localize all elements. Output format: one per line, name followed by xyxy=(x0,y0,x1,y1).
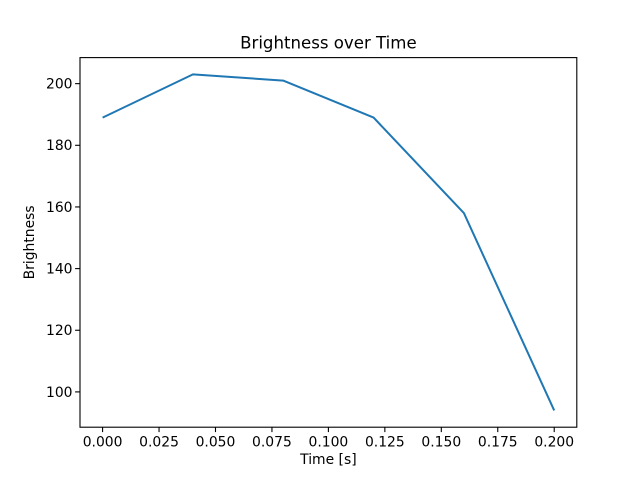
brightness-line xyxy=(102,73,556,411)
y-tick-label: 180 xyxy=(46,138,73,154)
y-axis-ticks: 100 120 140 160 180 200 xyxy=(46,77,80,401)
axes-frame xyxy=(79,57,578,428)
x-axis-label: Time [s] xyxy=(299,452,357,468)
plot-area-border xyxy=(79,57,578,428)
x-tick-label: 0.150 xyxy=(421,434,461,450)
x-tick-label: 0.100 xyxy=(309,434,349,450)
x-axis-ticks: 0.000 0.025 0.050 0.075 0.100 0.125 0.150 0.175… xyxy=(83,427,574,450)
x-tick-label: 0.200 xyxy=(534,434,574,450)
y-tick-label: 120 xyxy=(46,323,73,339)
chart-title: Brightness over Time xyxy=(240,34,417,53)
x-tick-label: 0.075 xyxy=(252,434,292,450)
data-series xyxy=(102,73,556,411)
x-tick-label: 0.050 xyxy=(196,434,236,450)
x-tick-label: 0.125 xyxy=(365,434,405,450)
x-tick-label: 0.000 xyxy=(83,434,123,450)
y-axis-label: Brightness xyxy=(22,205,38,279)
x-tick-label: 0.025 xyxy=(139,434,179,450)
y-tick-label: 200 xyxy=(46,77,73,93)
x-tick-label: 0.175 xyxy=(478,434,518,450)
y-tick-label: 100 xyxy=(46,385,73,401)
y-tick-label: 160 xyxy=(46,200,73,216)
y-tick-label: 140 xyxy=(46,262,73,278)
